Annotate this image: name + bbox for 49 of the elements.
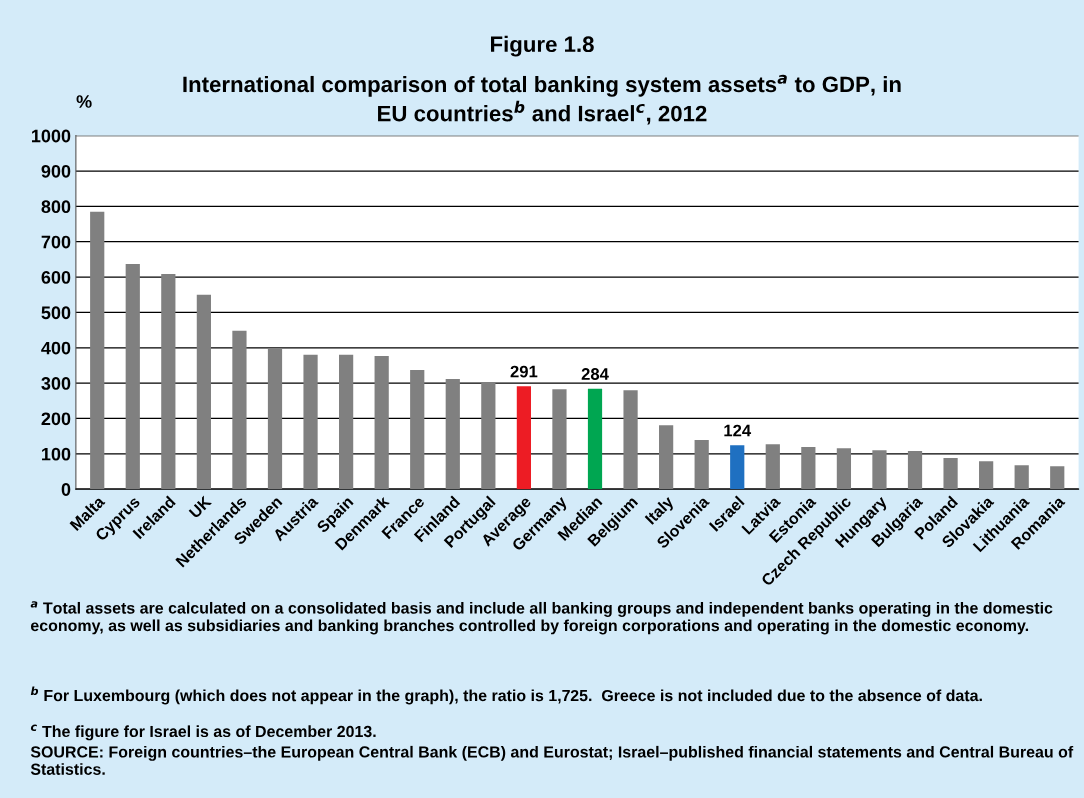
bar: [125, 263, 140, 490]
y-tick-label: 800: [41, 200, 71, 214]
y-tick-label: 200: [41, 412, 71, 426]
bar: [694, 440, 709, 490]
y-tick-label: 1000: [31, 129, 71, 143]
bar: [1050, 466, 1065, 490]
bar: [801, 447, 816, 490]
text: $^{c}$ The figure for Israel is as of December 2013.: [30, 724, 376, 741]
bar: [552, 389, 567, 490]
bar: [232, 330, 247, 490]
y-tick-label: 700: [41, 235, 71, 249]
text: $^{a}$ Total assets are calculated on a consolidated basis and include all banking groups and independent banks operating in the domestic economy, as well as subsidiaries and banking branches controlled by foreign corporations and operating in the domestic economy.: [30, 601, 1053, 635]
bar: [979, 461, 994, 490]
bar: [516, 386, 532, 490]
bar: [374, 355, 389, 490]
bar: [659, 425, 674, 490]
bar: [481, 383, 496, 490]
bar: [1014, 465, 1029, 490]
bar: [90, 211, 105, 490]
y-tick-label: 0: [61, 483, 71, 496]
y-tick-label: 600: [41, 271, 71, 284]
bar: [196, 294, 211, 490]
bar: [445, 378, 460, 490]
data-label: 284: [581, 368, 609, 380]
text: International comparison of total banking system assets$^{a}$ to GDP, in EU countries$^{b}$ and Israel$^{c}$, 2012: [183, 74, 901, 125]
y-tick-label: 500: [41, 306, 71, 320]
bar: [161, 273, 176, 490]
bar: [907, 450, 923, 490]
bar: [765, 444, 780, 490]
bar: [587, 388, 603, 490]
bar: [339, 354, 354, 490]
bar: [303, 354, 318, 490]
bar: [730, 445, 745, 490]
bar: [623, 390, 638, 490]
text: $^{b}$ For Luxembourg (which does not appear in the graph), the ratio is 1,725. Greece is not included due to the absence of data.: [30, 686, 982, 705]
y-tick-label: 100: [42, 447, 71, 461]
chart-title: Figure 1.8: [491, 35, 594, 57]
bar: [836, 448, 852, 490]
bar: [872, 450, 887, 490]
data-label: 291: [510, 365, 538, 378]
y-axis-title: %: [76, 95, 92, 108]
y-tick-label: 900: [41, 164, 71, 178]
bar: [267, 348, 283, 490]
bar: [943, 458, 958, 490]
y-tick-label: 400: [41, 341, 71, 355]
data-label: 124: [724, 424, 752, 437]
bar: [410, 370, 425, 490]
y-tick-label: 300: [41, 377, 71, 390]
source-note: SOURCE: Foreign countries–the European Central Bank (ECB) and Eurostat; Israel–published financial statements and Central Bureau of Statistics.: [30, 745, 1074, 775]
